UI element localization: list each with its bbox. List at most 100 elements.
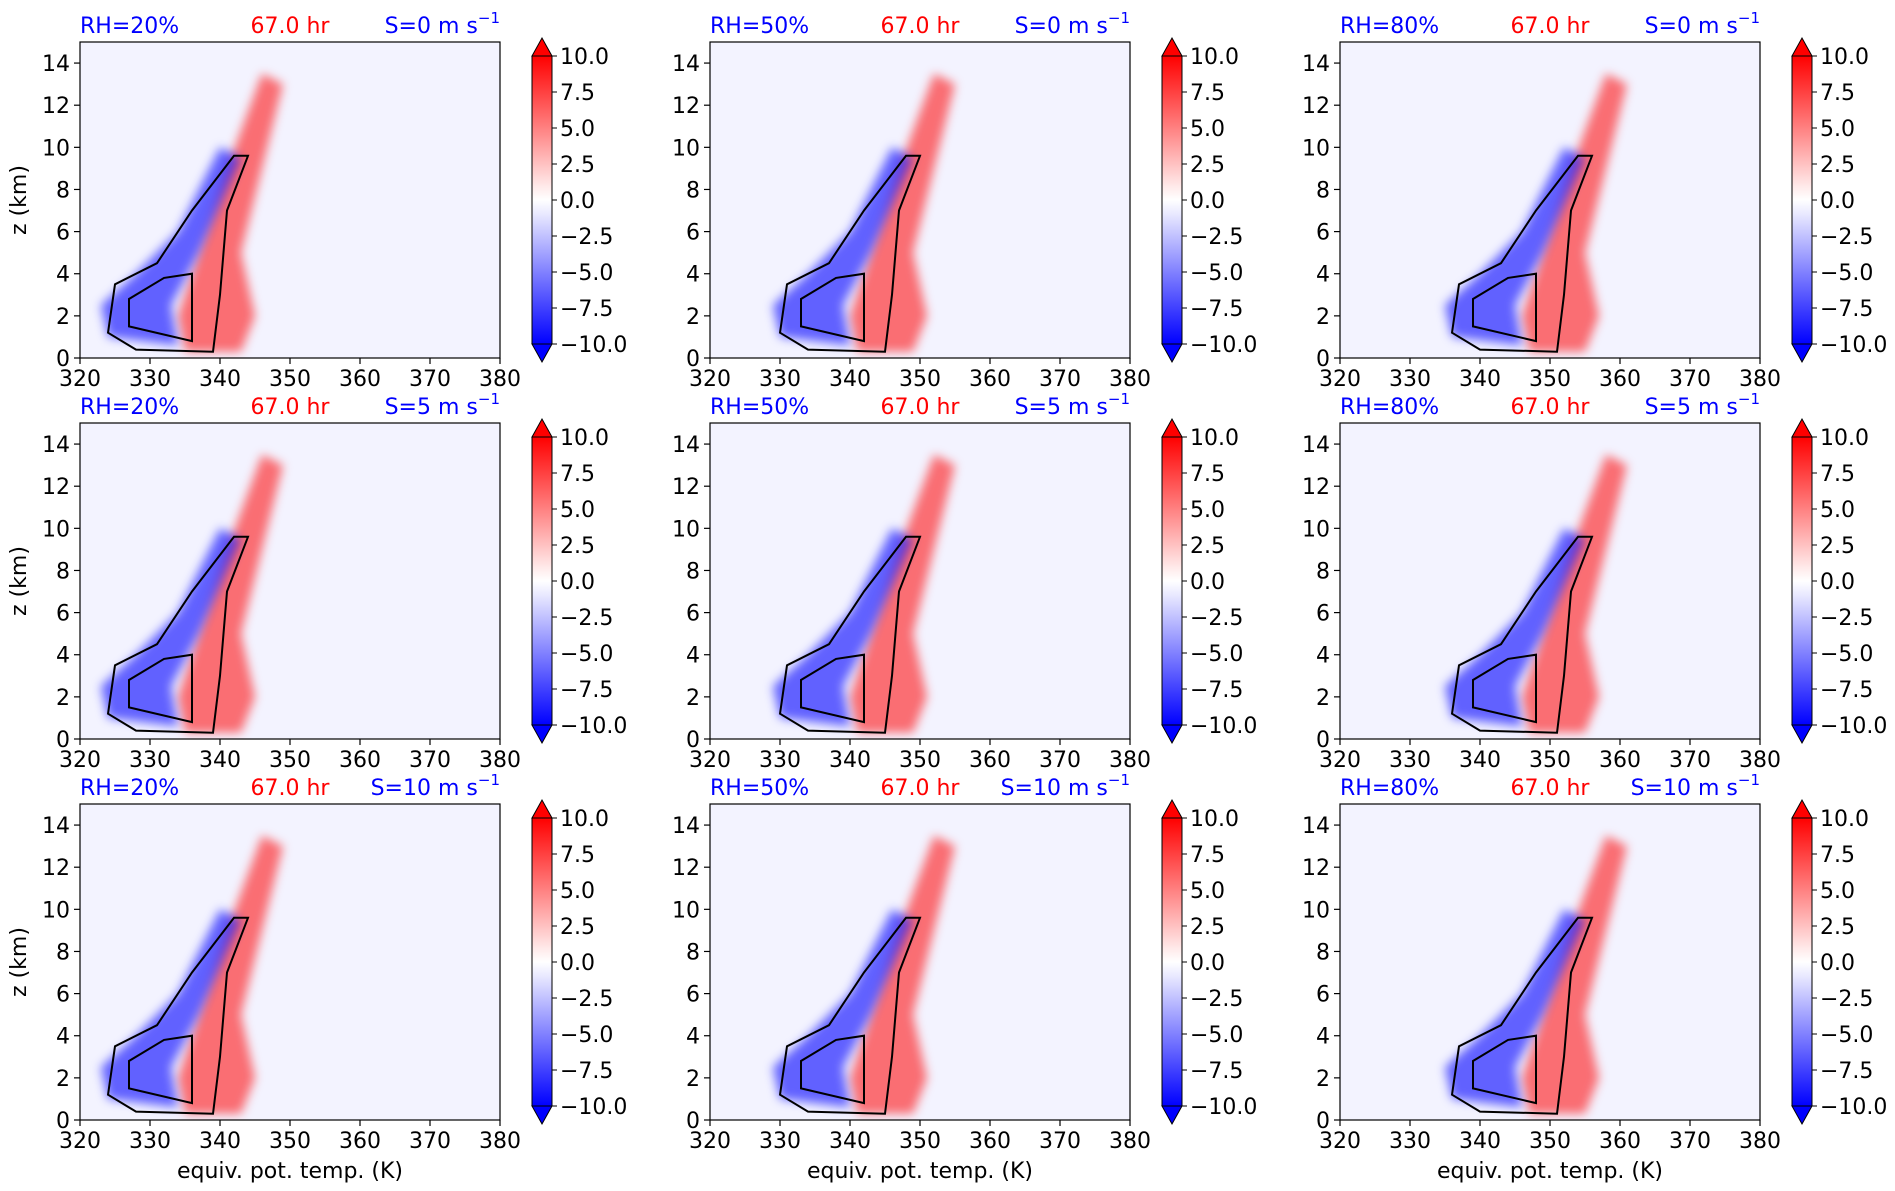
x-tick-label: 320 xyxy=(689,1129,731,1154)
x-tick-label: 330 xyxy=(759,748,801,773)
contour-inner xyxy=(1472,272,1537,343)
colorbar-tick-label: −7.5 xyxy=(1820,297,1873,322)
panel-r2-c1: 320 330 340 350 360 370 380 0 2 4 6 8 10 12 14 RH=50% 67… xyxy=(672,771,1257,1184)
colorbar-tick-label: 5.0 xyxy=(1820,498,1855,523)
field-layer xyxy=(1445,73,1627,353)
colorbar-tick-label: −10.0 xyxy=(1190,714,1257,739)
y-tick-label: 0 xyxy=(56,1109,70,1134)
contour-outer xyxy=(1450,916,1594,1115)
contour-outer xyxy=(106,154,250,353)
colorbar-tick-label: 10.0 xyxy=(1820,426,1869,451)
colorbar-tick-label: −5.0 xyxy=(1190,1023,1243,1048)
x-tick-label: 320 xyxy=(59,748,101,773)
x-tick-label: 370 xyxy=(1039,367,1081,392)
colorbar: 10.0 7.5 5.0 2.5 0.0 −2.5 −5.0 −7.5 −10.0 xyxy=(1791,798,1887,1126)
contour-outer xyxy=(1450,535,1594,734)
panel-r2-c0: 320 330 340 350 360 370 380 0 2 4 6 8 10 12 14 RH=20% 67… xyxy=(7,771,627,1184)
field-layer xyxy=(101,835,283,1115)
y-tick-label: 10 xyxy=(672,898,700,923)
x-tick-label: 360 xyxy=(1599,367,1641,392)
y-tick-label: 8 xyxy=(56,559,70,584)
colorbar-tick-label: −10.0 xyxy=(1820,333,1887,358)
colorbar-tick-label: 2.5 xyxy=(560,153,595,178)
x-axis-label: equiv. pot. temp. (K) xyxy=(177,1159,403,1184)
y-tick-label: 8 xyxy=(686,559,700,584)
y-tick-label: 14 xyxy=(672,52,700,77)
x-tick-label: 320 xyxy=(59,1129,101,1154)
title-shear-exponent: −1 xyxy=(1738,9,1760,27)
colorbar-tick-label: −2.5 xyxy=(1190,606,1243,631)
title-shear-exponent: −1 xyxy=(1738,390,1760,408)
x-tick-label: 340 xyxy=(1459,748,1501,773)
y-tick-label: 8 xyxy=(56,178,70,203)
y-tick-label: 12 xyxy=(42,856,70,881)
y-tick-label: 0 xyxy=(56,728,70,753)
colorbar-tick-label: 5.0 xyxy=(1190,117,1225,142)
contour-outer xyxy=(1450,154,1594,353)
y-tick-label: 10 xyxy=(1302,898,1330,923)
y-tick-label: 8 xyxy=(1316,940,1330,965)
y-tick-label: 2 xyxy=(56,305,70,330)
colorbar-tick-label: 10.0 xyxy=(1820,45,1869,70)
x-tick-label: 380 xyxy=(1109,748,1151,773)
y-tick-label: 12 xyxy=(672,856,700,881)
x-tick-label: 330 xyxy=(129,367,171,392)
x-tick-label: 370 xyxy=(1669,367,1711,392)
y-axis-label: z (km) xyxy=(7,927,32,997)
title-rh: RH=80% xyxy=(1340,776,1439,801)
x-tick-label: 340 xyxy=(829,1129,871,1154)
colorbar: 10.0 7.5 5.0 2.5 0.0 −2.5 −5.0 −7.5 −10.0 xyxy=(1161,36,1257,364)
title-shear: S=0 m s−1 xyxy=(385,9,500,39)
field-layer xyxy=(101,454,283,734)
x-tick-label: 380 xyxy=(1109,1129,1151,1154)
colorbar-tick-label: 2.5 xyxy=(1820,534,1855,559)
y-tick-label: 0 xyxy=(1316,347,1330,372)
positive-anomaly-region xyxy=(178,454,283,733)
positive-anomaly-region xyxy=(850,73,955,352)
y-tick-label: 2 xyxy=(1316,305,1330,330)
x-tick-label: 380 xyxy=(479,748,521,773)
colorbar-tick-label: 5.0 xyxy=(1820,879,1855,904)
colorbar: 10.0 7.5 5.0 2.5 0.0 −2.5 −5.0 −7.5 −10.0 xyxy=(531,36,627,364)
x-tick-label: 370 xyxy=(1039,748,1081,773)
title-time: 67.0 hr xyxy=(881,776,961,801)
colorbar-tick-label: −5.0 xyxy=(1190,261,1243,286)
y-tick-label: 8 xyxy=(686,940,700,965)
colorbar-tick-label: 10.0 xyxy=(1190,807,1239,832)
title-shear: S=5 m s−1 xyxy=(1015,390,1130,420)
title-rh: RH=50% xyxy=(710,395,809,420)
title-shear-exponent: −1 xyxy=(1738,771,1760,789)
colorbar-tick-label: 10.0 xyxy=(1190,45,1239,70)
colorbar-tick-label: 0.0 xyxy=(1190,189,1225,214)
colorbar-extend-min xyxy=(1791,343,1813,364)
colorbar-extend-min xyxy=(1161,343,1183,364)
title-shear-exponent: −1 xyxy=(478,9,500,27)
colorbar-extend-max xyxy=(1161,798,1183,819)
colorbar-tick-label: −7.5 xyxy=(1190,297,1243,322)
x-axis-label: equiv. pot. temp. (K) xyxy=(807,1159,1033,1184)
y-tick-label: 14 xyxy=(42,52,70,77)
contour-outer xyxy=(778,916,922,1115)
positive-anomaly-region xyxy=(850,835,955,1114)
colorbar-body xyxy=(531,817,553,1107)
colorbar-tick-label: −7.5 xyxy=(1820,678,1873,703)
colorbar-tick-label: −2.5 xyxy=(1190,987,1243,1012)
title-time: 67.0 hr xyxy=(1511,14,1591,39)
x-tick-label: 340 xyxy=(829,748,871,773)
contour-inner xyxy=(1472,1034,1537,1105)
y-tick-label: 0 xyxy=(1316,728,1330,753)
y-tick-label: 4 xyxy=(1316,263,1330,288)
colorbar-tick-label: −10.0 xyxy=(560,333,627,358)
x-tick-label: 350 xyxy=(269,748,311,773)
colorbar-tick-label: 0.0 xyxy=(560,570,595,595)
x-tick-label: 380 xyxy=(1739,1129,1781,1154)
colorbar-tick-label: −2.5 xyxy=(1190,225,1243,250)
title-shear: S=5 m s−1 xyxy=(1645,390,1760,420)
colorbar-tick-label: −2.5 xyxy=(560,606,613,631)
colorbar-tick-label: 0.0 xyxy=(1820,951,1855,976)
colorbar-tick-label: −10.0 xyxy=(560,714,627,739)
contour-inner xyxy=(800,1034,865,1105)
title-time: 67.0 hr xyxy=(881,395,961,420)
colorbar-tick-label: −5.0 xyxy=(1820,642,1873,667)
